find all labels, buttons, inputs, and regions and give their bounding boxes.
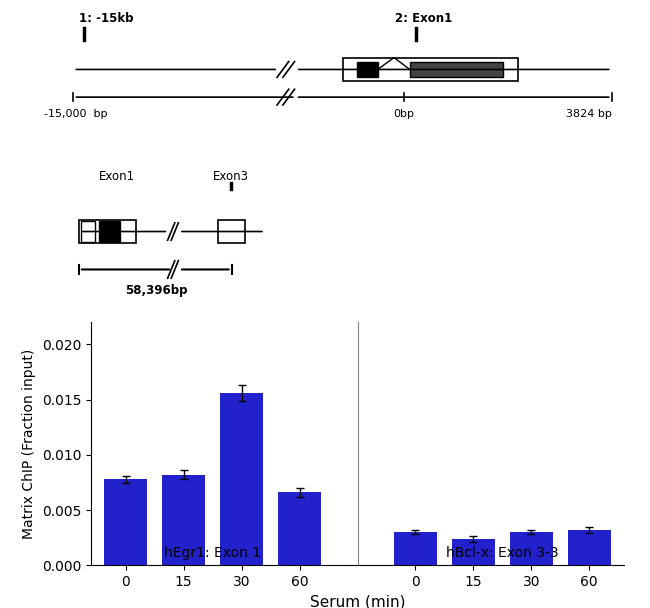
Bar: [104, 479, 148, 565]
Bar: [343, 58, 518, 81]
Text: 0bp: 0bp: [393, 109, 415, 119]
Text: -15,000  bp: -15,000 bp: [44, 109, 108, 119]
Text: Exon3: Exon3: [213, 170, 249, 184]
Bar: [510, 532, 553, 565]
Bar: [162, 475, 205, 565]
Text: Exon1: Exon1: [98, 170, 135, 184]
Text: hEgr1: Exon 1: hEgr1: Exon 1: [164, 547, 261, 561]
Bar: [358, 61, 378, 77]
Bar: [220, 393, 263, 565]
Text: 1: -15kb: 1: -15kb: [79, 12, 134, 24]
Bar: [278, 492, 321, 565]
Text: 3824 bp: 3824 bp: [566, 109, 612, 119]
Bar: [218, 220, 245, 243]
Bar: [452, 539, 495, 565]
X-axis label: Serum (min): Serum (min): [310, 595, 405, 608]
Bar: [567, 530, 611, 565]
Bar: [79, 220, 136, 243]
Text: 2: Exon1: 2: Exon1: [395, 12, 452, 24]
Y-axis label: Matrix ChIP (Fraction input): Matrix ChIP (Fraction input): [22, 349, 36, 539]
Bar: [410, 61, 503, 77]
Bar: [81, 221, 95, 242]
Text: 58,396bp: 58,396bp: [125, 284, 187, 297]
Text: hBcl-x: Exon 3-3: hBcl-x: Exon 3-3: [446, 547, 558, 561]
Bar: [394, 532, 437, 565]
Bar: [99, 221, 120, 242]
